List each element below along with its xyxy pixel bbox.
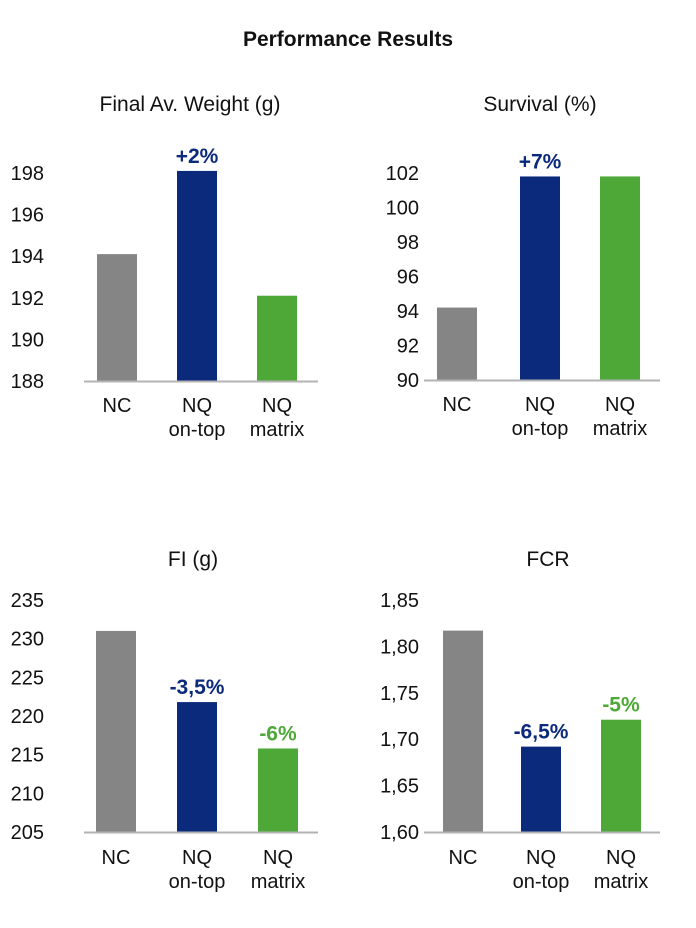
y-tick-label: 190 bbox=[11, 329, 44, 351]
x-category-label: on-top bbox=[513, 871, 570, 893]
y-tick-label: 90 bbox=[397, 370, 419, 392]
bar bbox=[443, 630, 483, 832]
y-tick-label: 1,85 bbox=[380, 590, 419, 612]
x-category-label: NQ bbox=[606, 847, 636, 869]
y-tick-label: 94 bbox=[397, 301, 419, 323]
y-tick-label: 205 bbox=[11, 822, 44, 844]
chart-title: FCR bbox=[526, 548, 569, 571]
y-tick-label: 188 bbox=[11, 371, 44, 393]
y-tick-label: 1,70 bbox=[380, 729, 419, 751]
y-tick-label: 198 bbox=[11, 163, 44, 185]
chart-final-weight: Final Av. Weight (g) 188 190 192 194 196 198 NC… bbox=[11, 93, 318, 441]
x-category-label: NQ bbox=[263, 847, 293, 869]
bar bbox=[521, 746, 561, 832]
x-category-label: NQ bbox=[182, 847, 212, 869]
bar bbox=[601, 719, 641, 832]
bar bbox=[96, 630, 136, 832]
bar bbox=[600, 176, 640, 380]
x-category-label: NC bbox=[443, 394, 472, 416]
y-tick-label: 230 bbox=[11, 629, 44, 651]
bar bbox=[437, 307, 477, 380]
data-label: +7% bbox=[519, 150, 562, 173]
bar bbox=[520, 176, 560, 380]
y-tick-label: 1,65 bbox=[380, 776, 419, 798]
data-label: -6,5% bbox=[514, 721, 569, 744]
x-category-label: matrix bbox=[593, 418, 647, 440]
y-tick-label: 215 bbox=[11, 745, 44, 767]
y-tick-label: 96 bbox=[397, 267, 419, 289]
x-category-label: on-top bbox=[512, 418, 569, 440]
x-category-label: NC bbox=[449, 847, 478, 869]
chart-title: FI (g) bbox=[168, 548, 218, 571]
chart-title: Final Av. Weight (g) bbox=[100, 93, 281, 116]
x-category-label: matrix bbox=[250, 419, 304, 441]
bar bbox=[257, 295, 297, 381]
data-label: -6% bbox=[259, 722, 297, 745]
y-tick-label: 210 bbox=[11, 783, 44, 805]
x-category-label: NQ bbox=[262, 395, 292, 417]
x-category-label: matrix bbox=[251, 871, 305, 893]
x-category-label: matrix bbox=[594, 871, 648, 893]
data-label: -3,5% bbox=[170, 676, 225, 699]
y-tick-label: 235 bbox=[11, 590, 44, 612]
y-tick-label: 220 bbox=[11, 706, 44, 728]
x-category-label: NQ bbox=[526, 847, 556, 869]
bar bbox=[177, 702, 217, 832]
data-label: -5% bbox=[602, 694, 640, 717]
x-category-label: NQ bbox=[605, 394, 635, 416]
x-category-label: NQ bbox=[182, 395, 212, 417]
bar bbox=[177, 170, 217, 381]
x-category-label: NC bbox=[103, 395, 132, 417]
y-tick-label: 1,75 bbox=[380, 683, 419, 705]
y-tick-label: 1,80 bbox=[380, 636, 419, 658]
x-category-label: NQ bbox=[525, 394, 555, 416]
y-tick-label: 100 bbox=[386, 198, 419, 220]
bar bbox=[258, 748, 298, 832]
y-tick-label: 98 bbox=[397, 232, 419, 254]
y-tick-label: 192 bbox=[11, 288, 44, 310]
y-tick-label: 225 bbox=[11, 667, 44, 689]
y-tick-label: 102 bbox=[386, 163, 419, 185]
page-title: Performance Results bbox=[242, 28, 454, 51]
y-tick-label: 92 bbox=[397, 336, 419, 358]
x-category-label: on-top bbox=[169, 871, 226, 893]
x-category-label: on-top bbox=[169, 419, 226, 441]
y-tick-label: 194 bbox=[11, 246, 44, 268]
bar bbox=[97, 254, 137, 381]
chart-title: Survival (%) bbox=[483, 93, 596, 116]
y-tick-label: 1,60 bbox=[380, 822, 419, 844]
x-category-label: NC bbox=[102, 847, 131, 869]
y-tick-label: 196 bbox=[11, 205, 44, 227]
data-label: +2% bbox=[176, 145, 219, 168]
